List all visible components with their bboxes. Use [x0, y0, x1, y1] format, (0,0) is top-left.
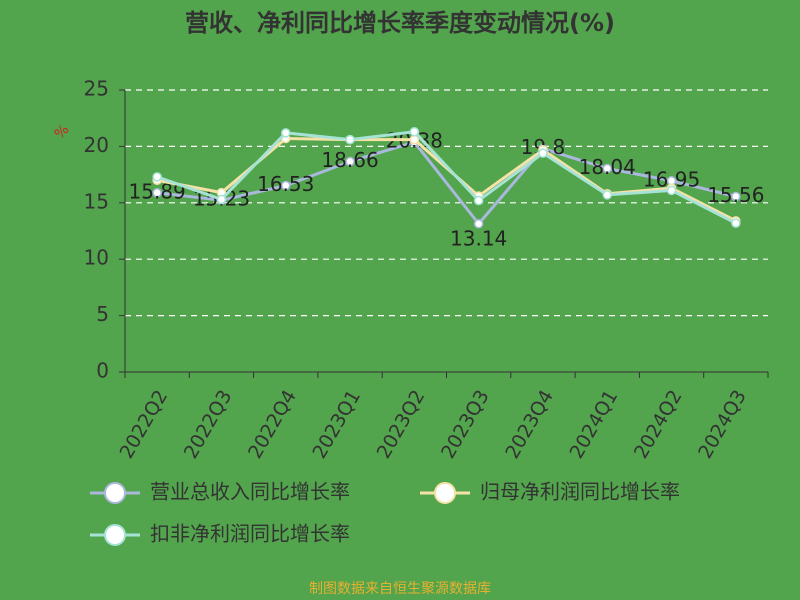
data-point	[538, 148, 548, 158]
data-point	[345, 156, 355, 167]
data-point	[152, 172, 162, 182]
data-label: 13.14	[450, 226, 507, 250]
data-point	[731, 191, 741, 202]
data-point	[216, 194, 227, 205]
legend-item: 营业总收入同比增长率	[90, 480, 350, 504]
data-point	[409, 126, 420, 137]
data-point	[473, 219, 484, 229]
data-point	[473, 195, 484, 206]
legend-item: 扣非净利润同比增长率	[90, 522, 350, 546]
legend-marker	[104, 524, 126, 546]
data-point	[666, 185, 677, 196]
legend-item: 归母净利润同比增长率	[420, 480, 680, 504]
data-point	[602, 163, 612, 174]
data-label: 16.53	[257, 172, 314, 196]
data-point	[345, 134, 355, 145]
data-point	[731, 218, 741, 228]
data-point	[152, 188, 162, 198]
legend-label: 扣非净利润同比增长率	[150, 522, 350, 546]
data-point	[281, 128, 291, 138]
y-tick-label: 25	[84, 77, 109, 101]
y-tick-label: 5	[96, 302, 109, 326]
legend-label: 营业总收入同比增长率	[150, 480, 350, 504]
y-tick-label: 10	[84, 246, 109, 270]
data-point	[281, 180, 291, 191]
chart-title: 营收、净利同比增长率季度变动情况(%)	[185, 9, 615, 37]
y-tick-label: 20	[84, 133, 109, 157]
data-label: 18.04	[579, 155, 636, 179]
legend-marker	[434, 482, 456, 504]
series-line	[156, 130, 737, 225]
data-point	[602, 190, 612, 200]
series-line	[156, 140, 737, 227]
data-label: 15.56	[707, 183, 764, 207]
y-tick-label: 15	[84, 189, 109, 213]
legend-label: 归母净利润同比增长率	[480, 480, 680, 504]
footer: 制图数据来自恒生聚源数据库	[309, 581, 491, 597]
y-tick-label: 0	[96, 359, 109, 383]
data-label: 18.66	[321, 148, 378, 172]
legend-marker	[104, 482, 126, 504]
